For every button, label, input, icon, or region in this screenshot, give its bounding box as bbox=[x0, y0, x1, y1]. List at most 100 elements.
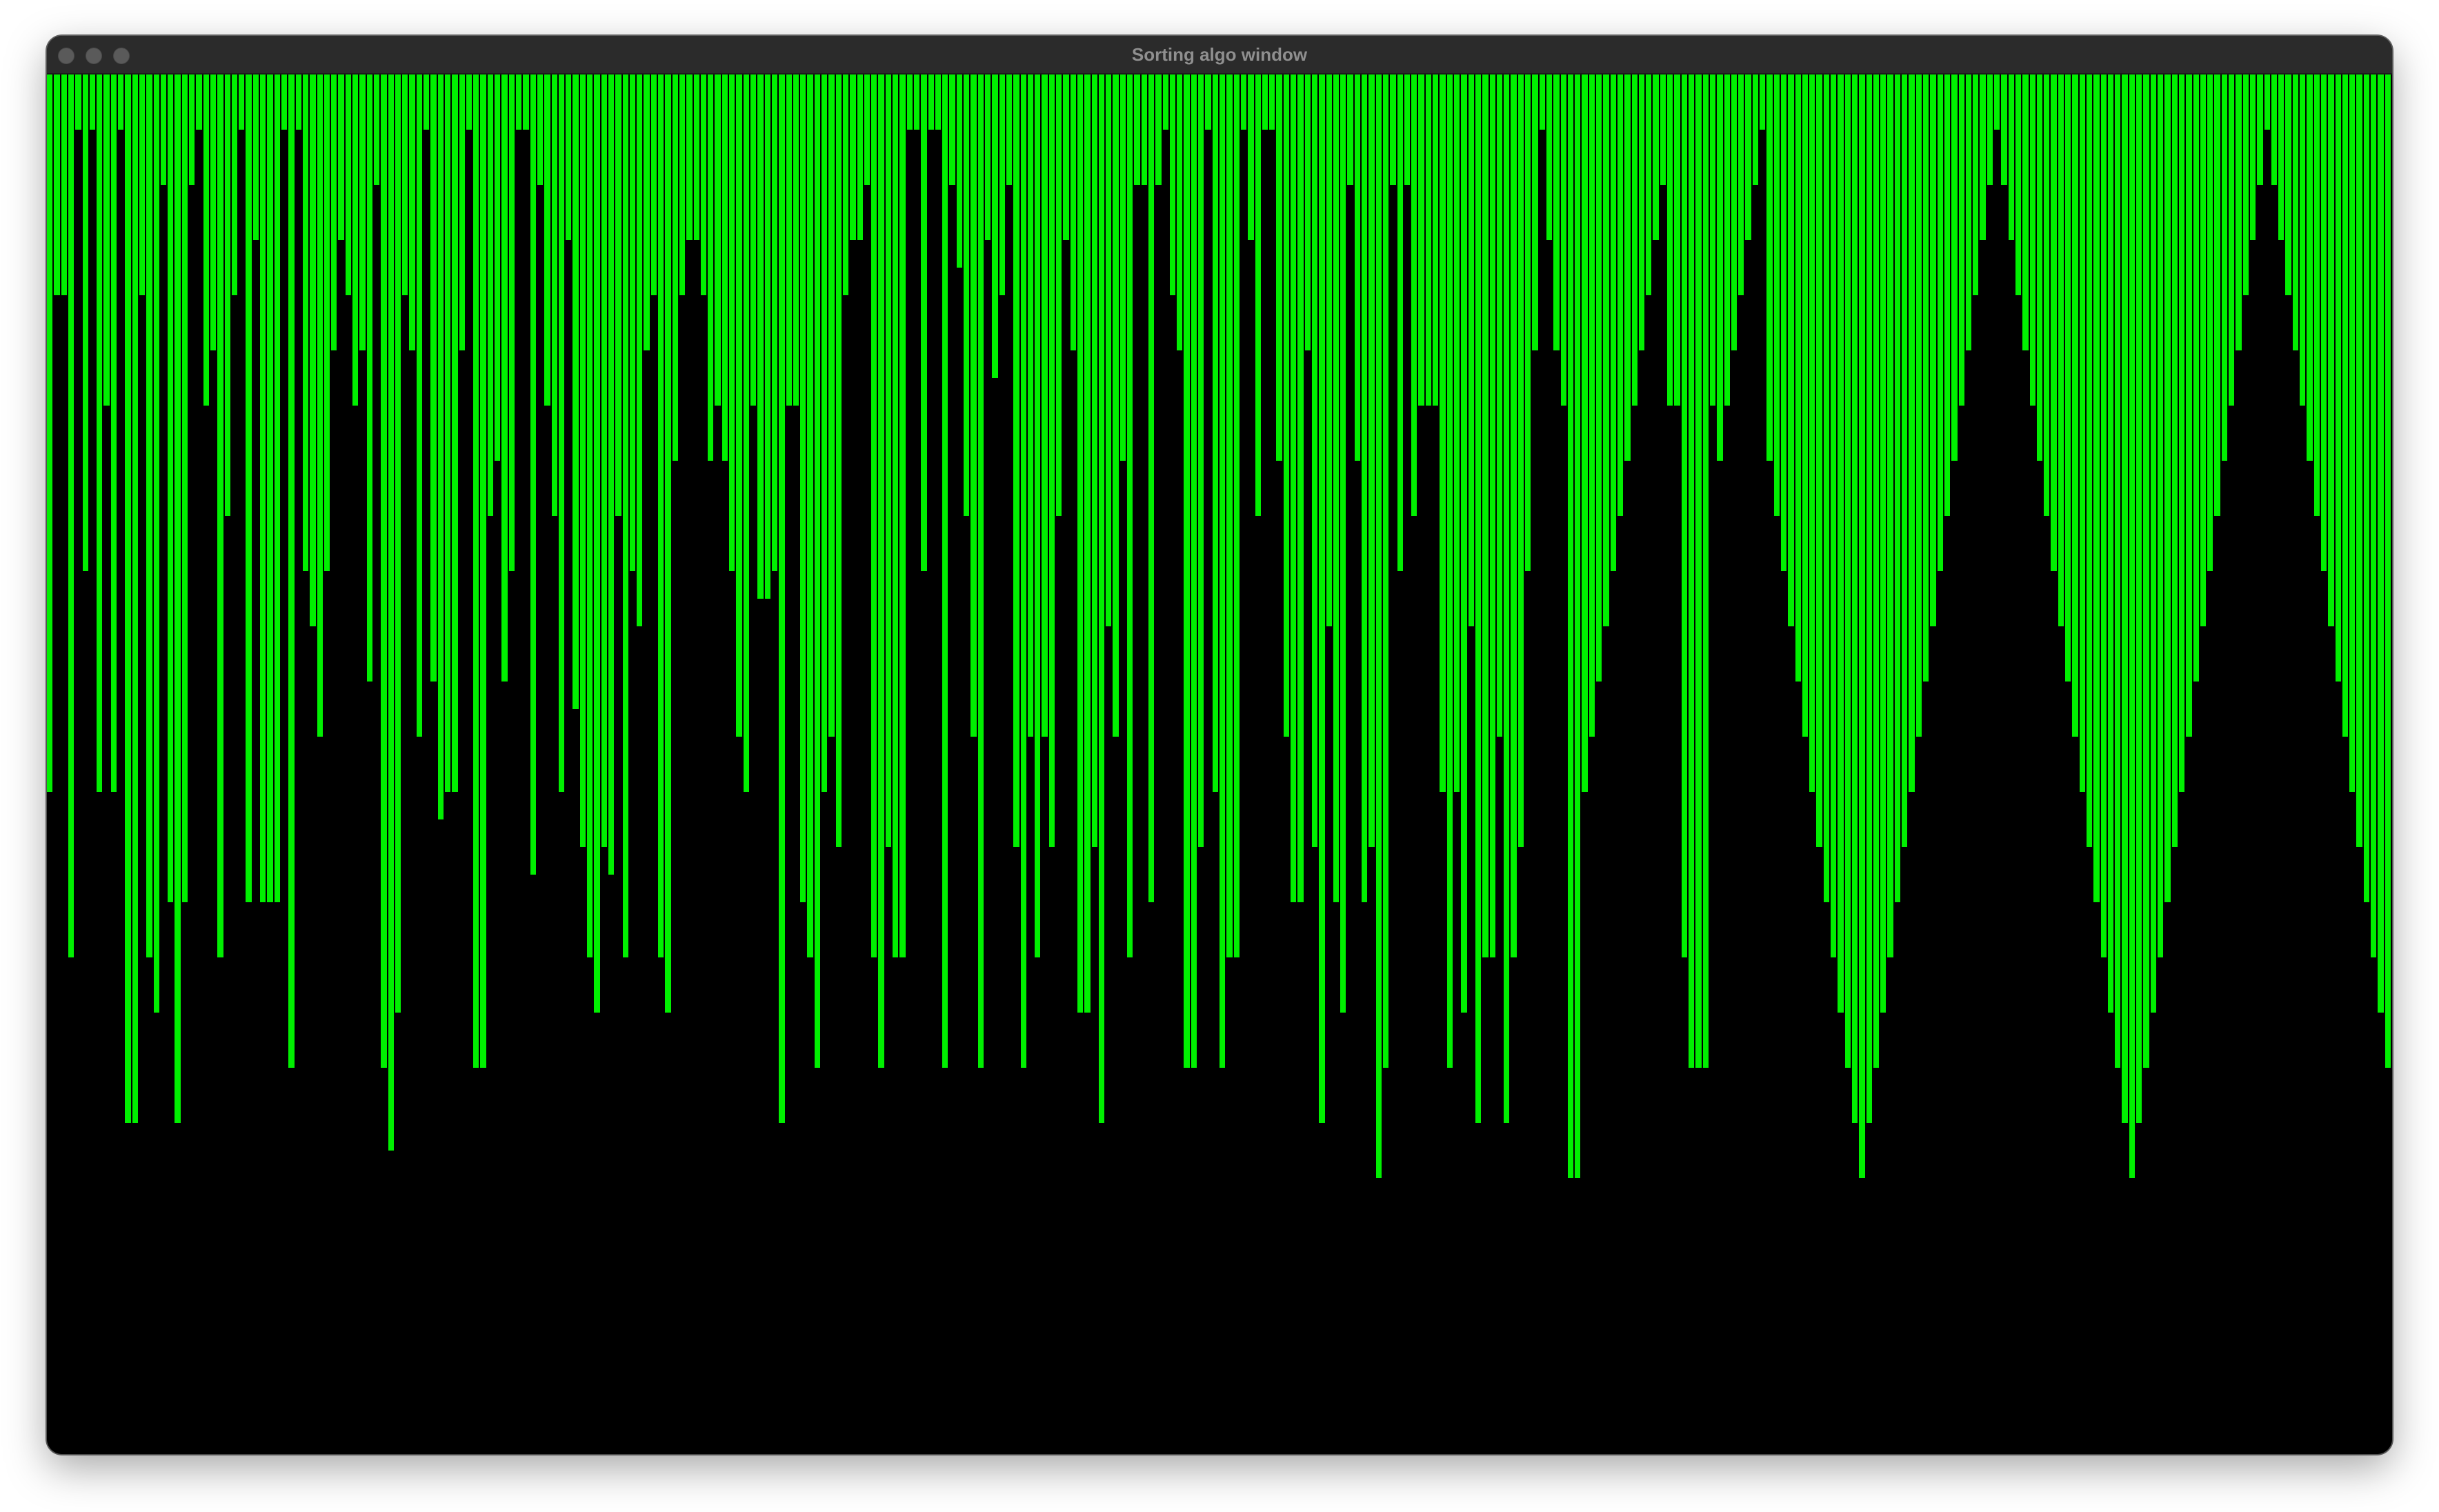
sort-bar bbox=[906, 74, 913, 130]
sort-bar bbox=[1198, 74, 1204, 847]
sort-bar bbox=[395, 74, 401, 1013]
title-bar[interactable]: Sorting algo window bbox=[47, 36, 2392, 74]
sort-bar bbox=[416, 74, 423, 737]
sort-bar bbox=[693, 74, 699, 240]
sort-bar bbox=[1866, 74, 1872, 1123]
sort-bar bbox=[2236, 74, 2242, 350]
sort-bar bbox=[1042, 74, 1048, 737]
zoom-button[interactable] bbox=[113, 48, 130, 64]
sort-bar bbox=[921, 74, 927, 571]
sort-bar bbox=[1802, 74, 1809, 737]
sort-bar bbox=[885, 74, 892, 847]
close-button[interactable] bbox=[58, 48, 74, 64]
sort-bar bbox=[1603, 74, 1609, 626]
sort-bar bbox=[1681, 74, 1687, 957]
sort-bar bbox=[637, 74, 643, 626]
sort-bar bbox=[61, 74, 67, 295]
sort-bar bbox=[1646, 74, 1652, 295]
sort-bar bbox=[850, 74, 856, 240]
sort-bar bbox=[594, 74, 600, 1013]
sort-bar bbox=[1177, 74, 1183, 350]
sort-bar bbox=[2143, 74, 2149, 1068]
sort-bar bbox=[1610, 74, 1616, 571]
sort-bar bbox=[964, 74, 970, 516]
sort-bar bbox=[1027, 74, 1034, 737]
sort-bar bbox=[608, 74, 615, 875]
sort-bar bbox=[1354, 74, 1361, 461]
sort-bar bbox=[110, 74, 117, 792]
sort-bar bbox=[452, 74, 458, 792]
sort-bar bbox=[1944, 74, 1951, 516]
sort-bar bbox=[970, 74, 977, 737]
sort-bar bbox=[2207, 74, 2213, 571]
sort-bar bbox=[878, 74, 884, 1068]
sort-bar bbox=[828, 74, 835, 737]
sort-bar bbox=[2300, 74, 2306, 406]
sort-bar bbox=[1567, 74, 1574, 1178]
sort-bar bbox=[658, 74, 664, 957]
sort-bar bbox=[1844, 74, 1851, 1068]
sort-bar bbox=[437, 74, 444, 819]
sort-bar bbox=[800, 74, 806, 902]
sort-bar bbox=[679, 74, 686, 295]
sort-bar bbox=[246, 74, 252, 902]
sort-bar bbox=[1517, 74, 1524, 847]
sort-bar bbox=[1113, 74, 1119, 737]
sort-bar bbox=[1169, 74, 1176, 295]
sort-bar bbox=[1546, 74, 1553, 240]
sort-bar bbox=[1909, 74, 1915, 792]
sort-bar bbox=[1773, 74, 1780, 516]
sort-bar bbox=[153, 74, 159, 1013]
sort-bar bbox=[196, 74, 202, 130]
sort-bar bbox=[2015, 74, 2022, 295]
sort-bar bbox=[1404, 74, 1411, 185]
sort-bar bbox=[1575, 74, 1581, 1178]
sort-bar bbox=[47, 74, 53, 792]
sort-bar bbox=[1390, 74, 1396, 185]
sort-bar bbox=[1915, 74, 1922, 737]
sort-bar bbox=[1873, 74, 1880, 1068]
sort-bar bbox=[1340, 74, 1346, 1013]
sort-bar bbox=[2058, 74, 2064, 626]
sort-bar bbox=[366, 74, 372, 682]
sort-bar bbox=[1489, 74, 1495, 957]
sort-bar bbox=[2079, 74, 2085, 792]
sort-bar bbox=[992, 74, 998, 378]
sort-bar bbox=[1127, 74, 1133, 957]
sort-bar bbox=[1496, 74, 1503, 737]
sort-bar bbox=[1823, 74, 1830, 902]
sort-bar bbox=[288, 74, 295, 1068]
sort-bar bbox=[68, 74, 74, 957]
sort-bar bbox=[1553, 74, 1560, 350]
sort-bar bbox=[629, 74, 636, 571]
sort-bar bbox=[2356, 74, 2362, 847]
sort-bar bbox=[1440, 74, 1446, 792]
sort-bar bbox=[2178, 74, 2185, 792]
sort-bar bbox=[842, 74, 849, 295]
sort-bar bbox=[2335, 74, 2341, 682]
sort-bar bbox=[1297, 74, 1304, 902]
sort-bar bbox=[2072, 74, 2078, 737]
sort-bar bbox=[2307, 74, 2313, 461]
sort-bar bbox=[495, 74, 501, 461]
sort-bar bbox=[672, 74, 678, 461]
minimize-button[interactable] bbox=[86, 48, 102, 64]
sort-bar bbox=[1504, 74, 1510, 1123]
sort-bar bbox=[1091, 74, 1097, 847]
sort-bar bbox=[331, 74, 337, 350]
sort-bar bbox=[1220, 74, 1226, 1068]
sort-bar bbox=[260, 74, 266, 902]
sort-bar bbox=[54, 74, 60, 295]
sort-bar bbox=[700, 74, 707, 295]
sort-bar bbox=[1731, 74, 1738, 350]
sort-bar bbox=[2349, 74, 2356, 792]
sort-bar bbox=[2229, 74, 2235, 406]
sort-bar bbox=[1276, 74, 1282, 461]
sort-bar bbox=[2107, 74, 2114, 1013]
sort-bar bbox=[601, 74, 607, 847]
sort-bar bbox=[1532, 74, 1538, 350]
sort-bar bbox=[1980, 74, 1986, 240]
sort-bar bbox=[103, 74, 110, 406]
sort-bar bbox=[1717, 74, 1723, 461]
sort-bar bbox=[2221, 74, 2228, 461]
